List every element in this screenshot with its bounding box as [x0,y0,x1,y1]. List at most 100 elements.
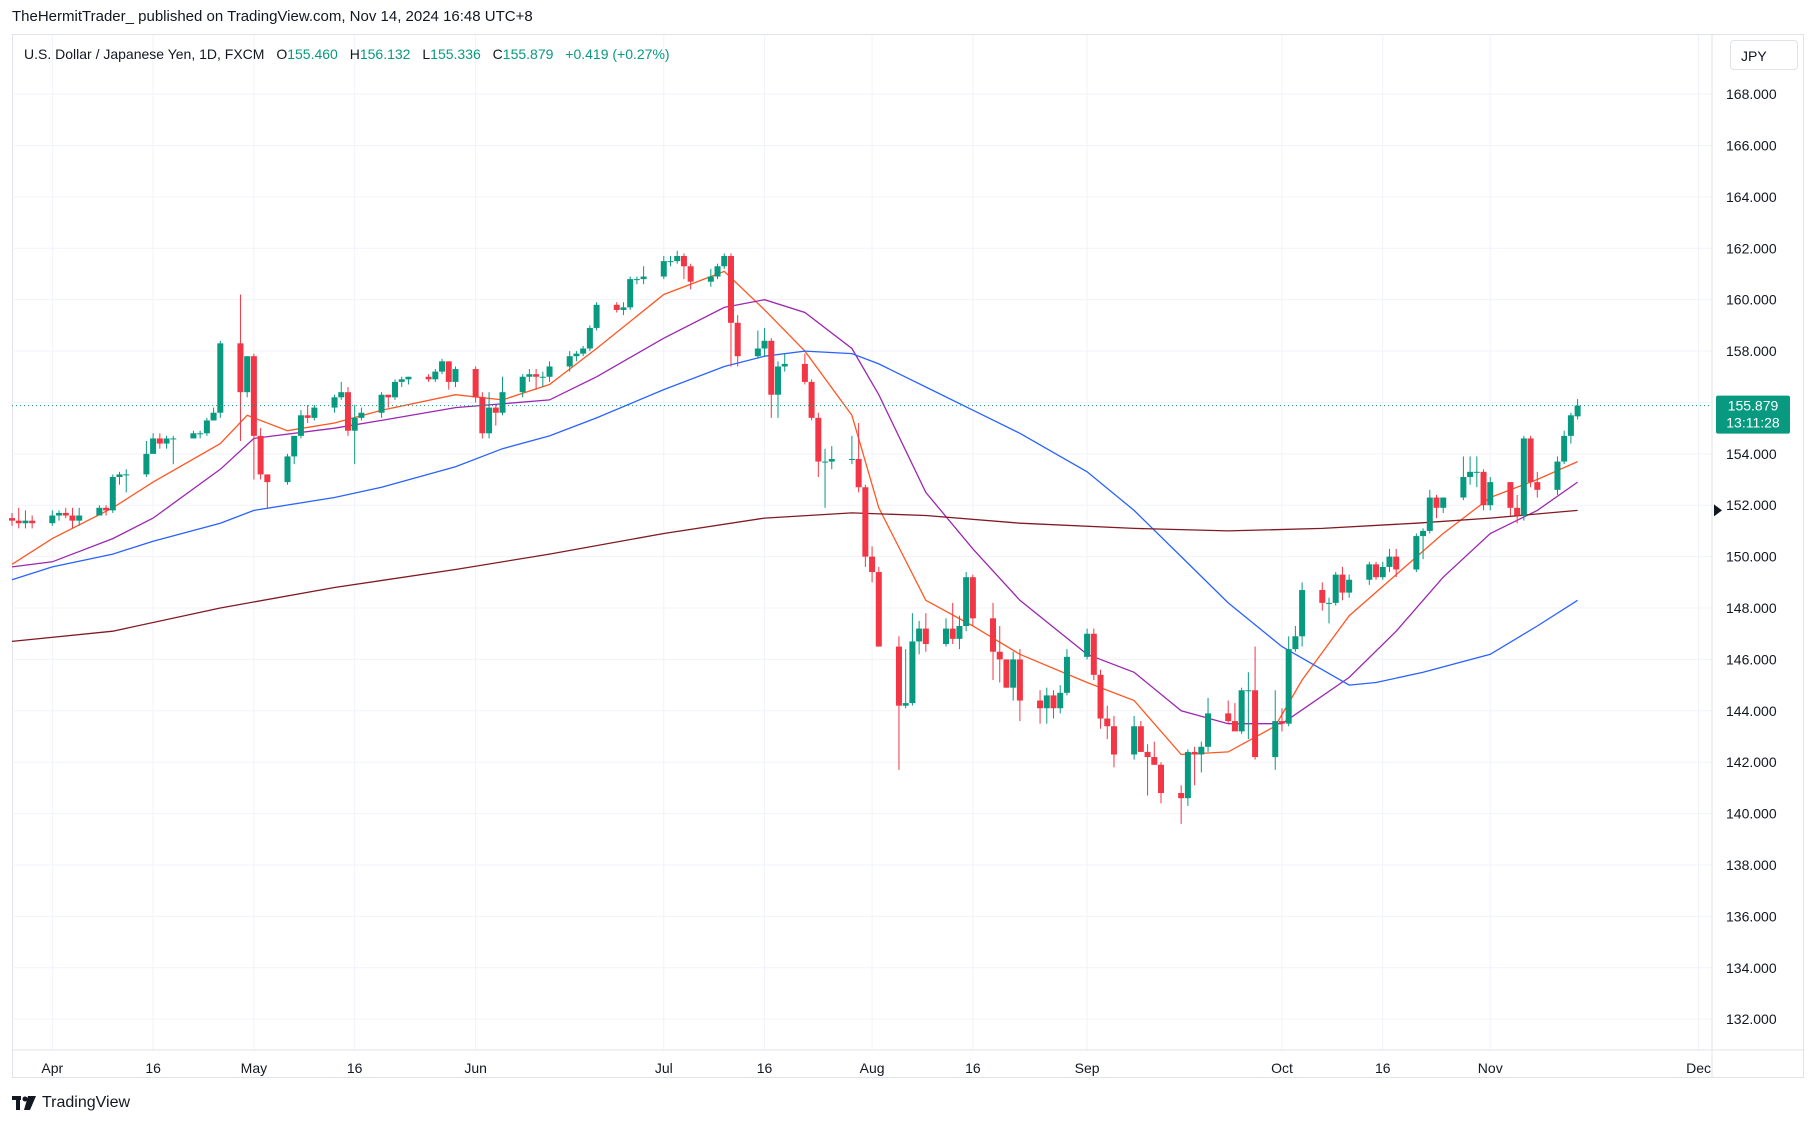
candle-up [291,435,298,465]
candle-body [1379,566,1386,578]
candle-down [304,405,311,424]
candle-body [586,327,593,349]
candle-body [1507,482,1514,508]
candle-body [163,438,170,444]
candle-down [768,338,775,418]
candle-body [869,556,876,573]
candle-up [378,392,385,418]
candle-body [1299,590,1306,637]
candle-body [942,628,949,644]
candle-body [707,276,714,282]
last-price-badge-bg [1716,395,1790,434]
symbol-name[interactable]: U.S. Dollar / Japanese Yen, 1D, FXCM [24,46,265,62]
candle-body [714,266,721,277]
candle-up [1487,476,1494,511]
candle-body [9,518,15,521]
x-tick-label: Apr [41,1060,63,1076]
candle-body [190,433,197,439]
moving-average-line-4 [11,509,1578,643]
candle-down [815,412,822,477]
change-value: +0.419 (+0.27%) [565,46,670,62]
y-tick-label: 158.000 [1726,343,1777,359]
candle-body [1332,574,1339,603]
candle-down [103,505,110,516]
x-tick-label: Jun [464,1060,487,1076]
candle-body [291,435,298,457]
candle-up [217,340,224,418]
candle-body [768,340,775,395]
low-label: L [422,46,431,62]
candle-up [1467,456,1474,485]
candle-body [1278,721,1285,724]
candle-body [1037,700,1044,709]
candle-up [586,325,593,352]
candle-up [707,268,714,287]
candle-body [1319,590,1326,603]
x-tick-label: May [241,1060,267,1076]
candle-body [573,353,580,357]
candle-down [1319,582,1326,611]
candle-down [257,428,264,480]
candle-body [123,474,130,476]
candle-body [1057,692,1064,709]
candle-down [1003,659,1010,688]
y-tick-label: 146.000 [1726,651,1777,667]
candle-body [1043,695,1050,709]
candle-up [754,330,761,359]
candle-body [519,376,526,393]
candle-down [1178,785,1185,824]
candle-body [1480,471,1487,506]
candle-body [1420,530,1427,537]
candle-up [526,369,533,382]
candle-body [143,453,150,475]
low-value: 155.336 [430,46,481,62]
candle-up [331,394,338,413]
candle-up [22,510,29,529]
candle-body [1386,556,1393,567]
candle-body [1003,659,1010,688]
candle-body [1050,695,1057,709]
candle-up [1567,412,1574,444]
candle-down [1037,690,1044,724]
candle-body [1245,690,1252,692]
candle-body [533,374,540,377]
candle-down [801,353,808,385]
candle-body [1520,438,1527,516]
candle-body [963,577,970,627]
candle-up [640,266,647,285]
candle-body [620,307,627,310]
candle-down [855,423,862,493]
candle-down [1191,746,1198,786]
candle-up [667,255,674,267]
candle-down [9,512,15,526]
candle-up [1460,456,1467,501]
candle-body [1205,713,1212,747]
candle-up [1386,548,1393,573]
candle-body [1097,674,1104,719]
candle-down [237,294,244,441]
candle-up [721,253,728,269]
candle-up [822,448,829,508]
candle-down [479,392,486,439]
candle-up [1332,572,1339,606]
candle-body [1561,435,1568,462]
currency-button[interactable]: JPY [1730,40,1798,70]
candle-down [1252,646,1259,760]
candle-down [69,507,76,529]
candle-down [1527,435,1534,488]
candle-up [392,379,399,400]
candle-body [378,394,385,413]
candle-body [1191,751,1198,755]
candle-down [1433,494,1440,519]
tradingview-footer[interactable]: TradingView [12,1094,130,1112]
candle-down [613,302,620,313]
candle-body [358,412,365,418]
candle-body [1413,536,1420,570]
close-label: C [492,46,503,62]
candle-down [472,366,479,403]
x-tick-label: Aug [860,1060,885,1076]
candle-body [1339,574,1346,593]
candle-up [1285,636,1292,727]
candle-body [1393,556,1400,570]
